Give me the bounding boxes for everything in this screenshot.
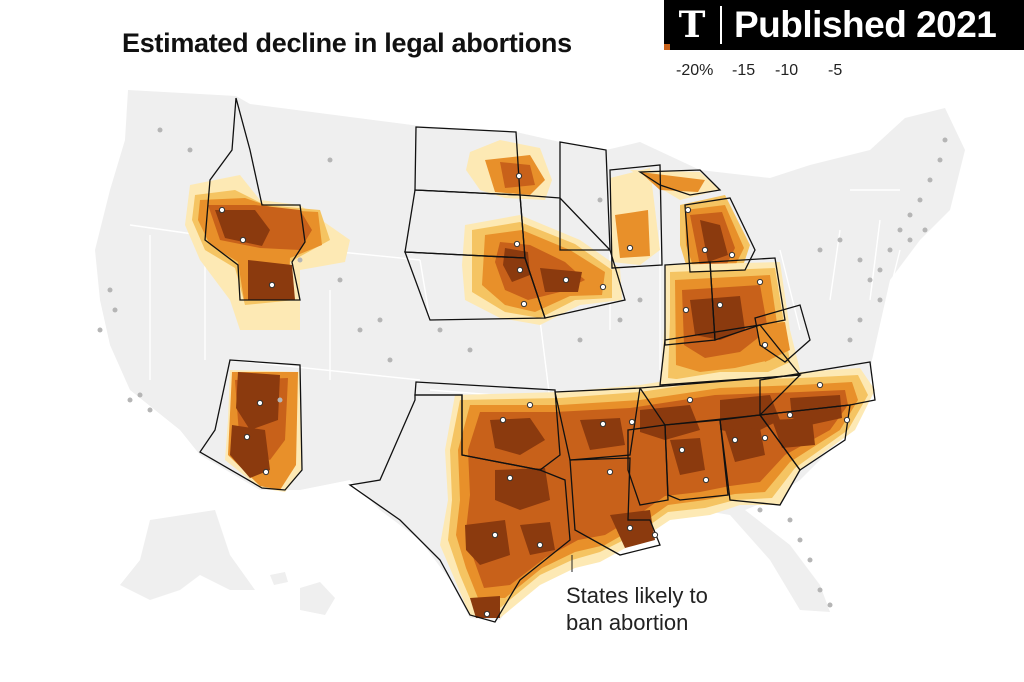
map-title: Estimated decline in legal abortions <box>122 28 572 58</box>
hawaii <box>270 572 335 615</box>
city-dots <box>97 127 948 608</box>
decline-shading <box>185 140 875 618</box>
legend-label: -20% <box>676 62 714 79</box>
nyt-logo-icon: T <box>678 4 706 46</box>
legend-label: -10 <box>775 62 799 79</box>
published-label: Published 2021 <box>734 4 997 45</box>
legend-label: -15 <box>732 62 756 79</box>
annotation-line: States likely to <box>566 583 708 608</box>
legend-label: -5 <box>828 62 843 79</box>
published-badge: T Published 2021 <box>664 0 1024 50</box>
alaska <box>120 510 255 600</box>
ban-states-annotation: States likely to ban abortion <box>566 582 708 636</box>
clinic-dots <box>218 172 851 618</box>
legend-color-swatch <box>664 44 670 50</box>
annotation-line: ban abortion <box>566 610 689 635</box>
badge-divider <box>720 6 722 44</box>
